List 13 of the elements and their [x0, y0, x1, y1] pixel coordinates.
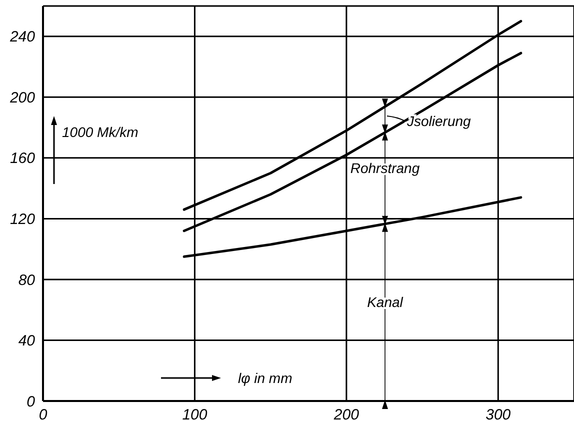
x-tick-label: 200 [332, 406, 360, 421]
x-axis-title: lφ in mm [238, 370, 293, 386]
y-tick-label: 40 [18, 332, 36, 350]
x-tick-label: 0 [38, 406, 48, 421]
annotation: Jsolierung [406, 113, 472, 129]
x-tick-label: 300 [486, 406, 512, 421]
y-tick-label: 120 [10, 211, 36, 228]
y-tick-label: 200 [8, 89, 36, 106]
y-tick-label: 80 [18, 272, 36, 289]
y-tick-label: 160 [10, 150, 36, 168]
y-tick-label: 240 [8, 28, 36, 46]
x-tick-label: 100 [182, 406, 208, 421]
y-axis-title: 1000 Mk/km [62, 124, 139, 140]
